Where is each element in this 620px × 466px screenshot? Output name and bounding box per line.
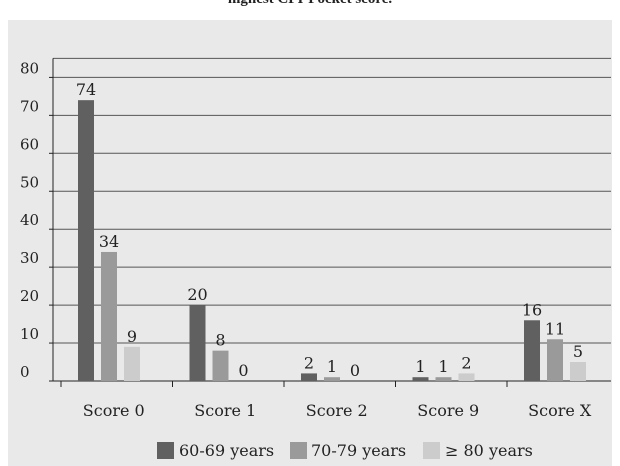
data-label: 9	[127, 327, 137, 346]
y-tick-label: 10	[20, 325, 39, 343]
bar	[124, 346, 140, 381]
x-category-label: Score 1	[194, 401, 256, 420]
legend-swatch	[290, 442, 307, 459]
data-label: 8	[215, 331, 225, 350]
bar	[524, 320, 540, 381]
chart-panel: 0 10 20 30 40 50 60 70 80 Score 0 Score 1 Score 2 Sc…	[8, 20, 612, 466]
x-category-label: Score X	[528, 401, 592, 420]
bar	[458, 373, 475, 381]
x-category-label: Score 9	[417, 401, 479, 420]
y-tick-label: 80	[20, 59, 39, 77]
data-label: 1	[415, 357, 425, 376]
y-tick-label: 20	[20, 287, 39, 305]
data-label: 74	[76, 80, 96, 99]
y-tick-label: 50	[20, 173, 39, 191]
bar	[324, 377, 340, 381]
bar	[547, 339, 563, 381]
legend-swatch	[157, 442, 174, 459]
data-label: 0	[350, 361, 360, 380]
y-tick-label: 40	[20, 211, 39, 229]
bar	[570, 362, 586, 381]
bar	[101, 251, 117, 381]
data-label: 34	[99, 232, 119, 251]
data-label: 2	[461, 353, 471, 372]
legend-label: ≥ 80 years	[445, 441, 533, 460]
bar	[189, 305, 206, 381]
y-tick-label: 60	[20, 135, 39, 153]
data-label: 5	[573, 342, 583, 361]
data-label: 1	[438, 357, 448, 376]
legend-label: 70-79 years	[311, 441, 406, 460]
y-tick-label: 30	[20, 249, 39, 267]
legend-label: 60-69 years	[179, 441, 274, 460]
y-tick-label: 0	[20, 363, 30, 381]
bar	[78, 100, 94, 382]
data-label: 11	[545, 319, 565, 338]
x-category-label: Score 0	[83, 401, 145, 420]
x-category-label: Score 2	[306, 401, 368, 420]
data-label: 16	[522, 300, 542, 319]
y-tick-label: 70	[20, 97, 39, 115]
data-label: 2	[304, 353, 314, 372]
bar	[212, 350, 229, 381]
data-label: 20	[187, 285, 207, 304]
bar	[412, 377, 429, 381]
chart-title: highest CFI-Pocket score.	[0, 0, 620, 11]
data-label: 0	[238, 361, 248, 380]
legend-swatch	[423, 442, 440, 459]
bar	[435, 377, 452, 381]
data-label: 1	[327, 357, 337, 376]
bar	[301, 373, 317, 381]
